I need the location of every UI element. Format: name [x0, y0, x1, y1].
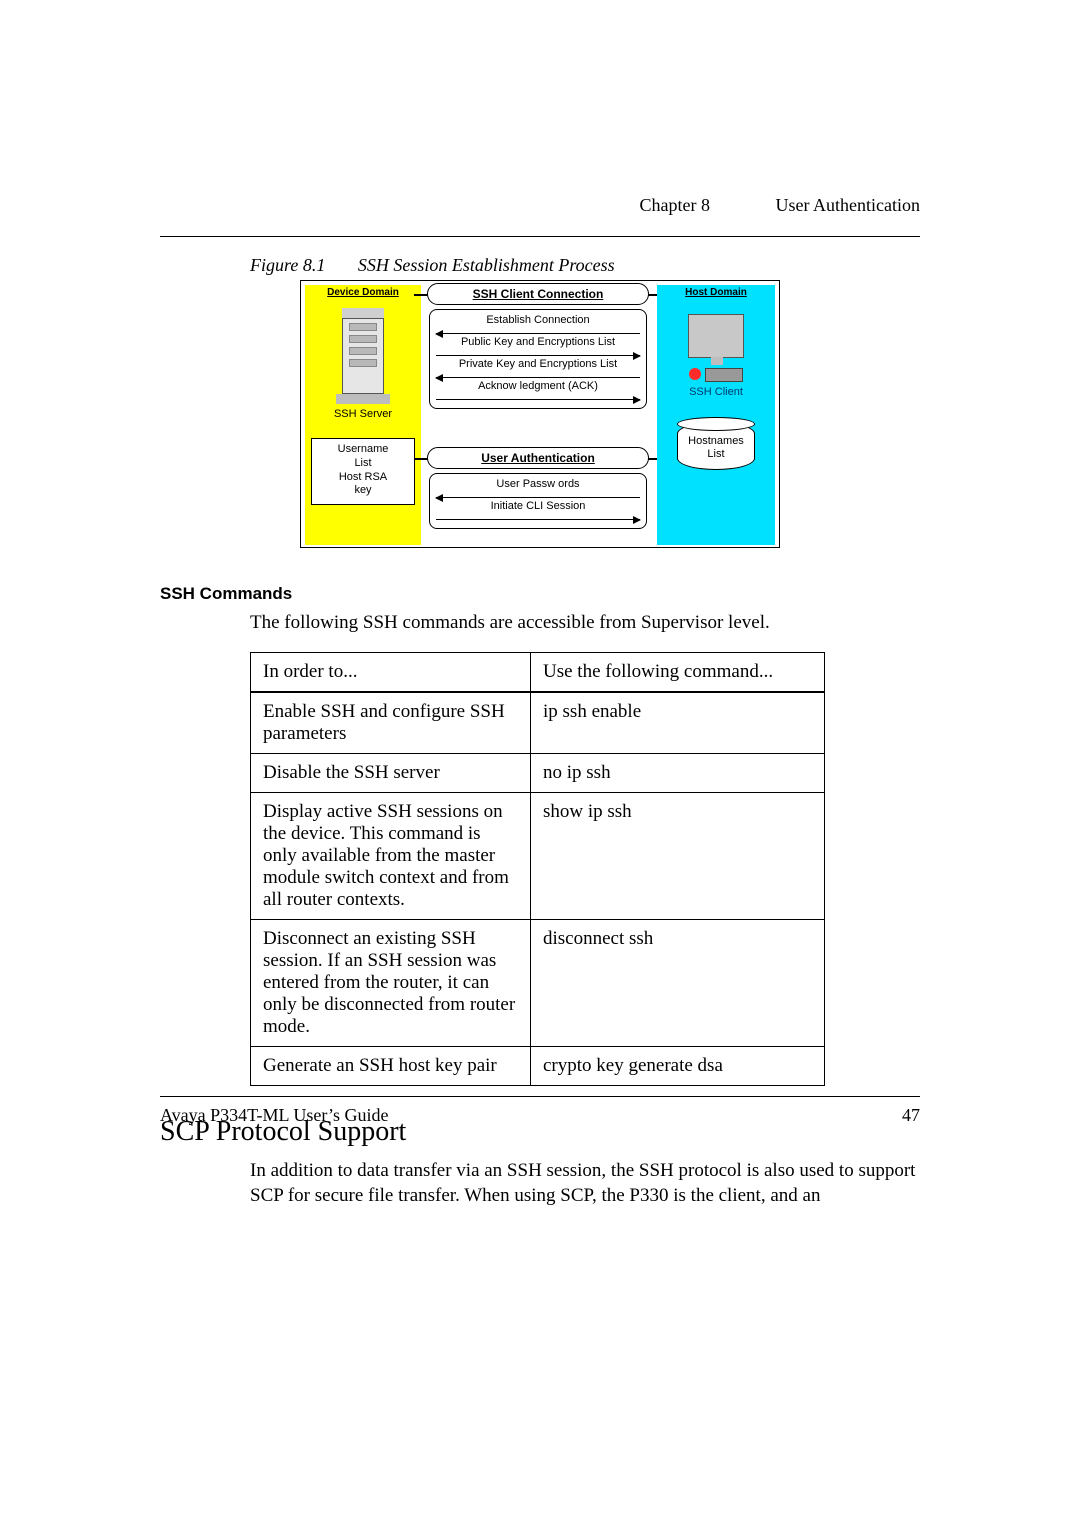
ssh-diagram: Device Domain SSH Server Username List H…	[300, 280, 780, 548]
ssh-server-label: SSH Server	[305, 408, 421, 420]
step-text: Acknow ledgment (ACK)	[436, 380, 640, 392]
arrow-left-icon	[436, 497, 640, 499]
footer-left: Avaya P334T-ML User’s Guide	[160, 1105, 388, 1126]
table-cell: no ip ssh	[531, 754, 825, 793]
device-list-line: List	[314, 457, 412, 471]
arrow-left-icon	[436, 377, 640, 379]
user-authentication-pill: User Authentication	[427, 447, 649, 469]
step-text: Initiate CLI Session	[436, 500, 640, 512]
table-cell: crypto key generate dsa	[531, 1047, 825, 1086]
arrow-right-icon	[436, 355, 640, 357]
monitor-icon	[688, 314, 744, 358]
step-row: Private Key and Encryptions List	[436, 358, 640, 380]
table-cell: Display active SSH sessions on the devic…	[251, 793, 531, 920]
table-row: Disconnect an existing SSH session. If a…	[251, 920, 825, 1047]
keyboard-icon	[705, 368, 743, 382]
ssh-client-connection-pill: SSH Client Connection	[427, 283, 649, 305]
chapter-number: Chapter 8	[640, 195, 710, 216]
device-list-line: Username	[314, 443, 412, 457]
table-cell: ip ssh enable	[531, 692, 825, 754]
device-list-line: key	[314, 484, 412, 498]
device-domain-panel: Device Domain SSH Server Username List H…	[305, 285, 421, 545]
step-row: Initiate CLI Session	[436, 500, 640, 522]
table-cell: show ip ssh	[531, 793, 825, 920]
table-cell: Enable SSH and configure SSH parameters	[251, 692, 531, 754]
ssh-client-label: SSH Client	[657, 386, 775, 398]
diagram-middle: SSH Client Connection Establish Connecti…	[427, 283, 649, 543]
table-header-left: In order to...	[251, 653, 531, 693]
table-cell: Generate an SSH host key pair	[251, 1047, 531, 1086]
ssh-commands-heading: SSH Commands	[160, 584, 920, 604]
step-text: User Passw ords	[436, 478, 640, 490]
arrow-left-icon	[436, 333, 640, 335]
step-text: Establish Connection	[436, 314, 640, 326]
arrow-right-icon	[436, 399, 640, 401]
table-cell: disconnect ssh	[531, 920, 825, 1047]
mouse-icon	[689, 368, 701, 380]
page-header: Chapter 8 User Authentication	[160, 195, 920, 237]
scp-paragraph: In addition to data transfer via an SSH …	[250, 1158, 920, 1208]
arrow-right-icon	[436, 519, 640, 521]
figure-number: Figure 8.1	[250, 255, 325, 275]
ssh-server-icon	[342, 308, 384, 404]
host-domain-panel: Host Domain SSH Client HostnamesList	[657, 285, 775, 545]
table-header-right: Use the following command...	[531, 653, 825, 693]
table-header-row: In order to... Use the following command…	[251, 653, 825, 693]
step-row: Public Key and Encryptions List	[436, 336, 640, 358]
table-row: Display active SSH sessions on the devic…	[251, 793, 825, 920]
footer-page-number: 47	[902, 1105, 920, 1126]
device-list-box: Username List Host RSA key	[311, 438, 415, 505]
table-cell: Disable the SSH server	[251, 754, 531, 793]
figure-caption-text: SSH Session Establishment Process	[358, 255, 615, 275]
device-list-line: Host RSA	[314, 471, 412, 485]
table-cell: Disconnect an existing SSH session. If a…	[251, 920, 531, 1047]
step-row: Acknow ledgment (ACK)	[436, 380, 640, 402]
connection-steps-box: Establish Connection Public Key and Encr…	[429, 309, 647, 409]
table-row: Disable the SSH server no ip ssh	[251, 754, 825, 793]
chapter-title: User Authentication	[776, 195, 920, 216]
step-row: Establish Connection	[436, 314, 640, 336]
step-text: Private Key and Encryptions List	[436, 358, 640, 370]
auth-steps-box: User Passw ords Initiate CLI Session	[429, 473, 647, 529]
ssh-commands-intro: The following SSH commands are accessibl…	[250, 612, 920, 634]
table-row: Enable SSH and configure SSH parameters …	[251, 692, 825, 754]
hostnames-list-cylinder: HostnamesList	[677, 422, 755, 470]
ssh-commands-table: In order to... Use the following command…	[250, 652, 825, 1086]
host-domain-label: Host Domain	[657, 287, 775, 298]
table-row: Generate an SSH host key pair crypto key…	[251, 1047, 825, 1086]
page-footer: Avaya P334T-ML User’s Guide 47	[160, 1096, 920, 1126]
step-row: User Passw ords	[436, 478, 640, 500]
figure-caption: Figure 8.1 SSH Session Establishment Pro…	[250, 255, 920, 276]
device-domain-label: Device Domain	[305, 287, 421, 298]
step-text: Public Key and Encryptions List	[436, 336, 640, 348]
